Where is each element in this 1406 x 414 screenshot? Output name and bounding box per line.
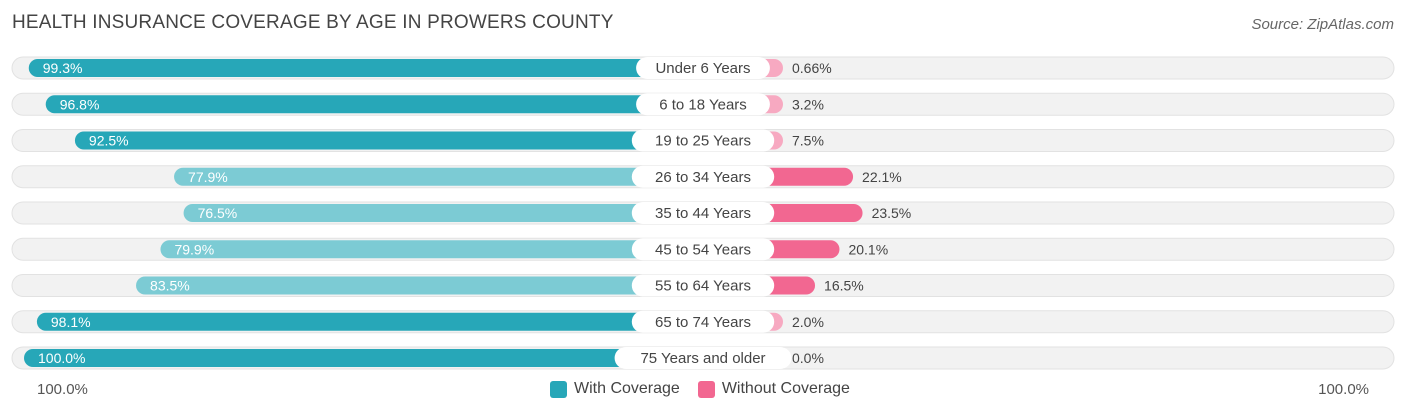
bar-with-coverage (24, 349, 703, 367)
bar-with-coverage (160, 240, 703, 259)
bar-with-coverage (136, 276, 703, 295)
value-label-with-coverage: 79.9% (174, 241, 214, 257)
value-label-with-coverage: 92.5% (89, 133, 129, 149)
bar-with-coverage (45, 95, 703, 114)
value-label-with-coverage: 96.8% (60, 96, 100, 112)
category-pill (636, 93, 770, 116)
legend-item-with-coverage: With Coverage (550, 380, 680, 398)
category-label: Under 6 Years (655, 60, 750, 77)
category-label: 26 to 34 Years (655, 169, 751, 186)
value-label-without-coverage: 23.5% (872, 205, 912, 221)
category-label: 45 to 54 Years (655, 241, 751, 258)
category-label: 19 to 25 Years (655, 133, 751, 150)
category-pill (631, 165, 775, 188)
legend: With Coverage Without Coverage (550, 380, 868, 398)
category-pill (614, 347, 792, 369)
value-label-without-coverage: 22.1% (862, 169, 902, 185)
value-label-without-coverage: 0.66% (792, 60, 832, 76)
source-label: Source: ZipAtlas.com (1251, 16, 1394, 33)
value-label-with-coverage: 77.9% (188, 169, 228, 185)
category-pill (631, 202, 775, 224)
legend-item-without-coverage: Without Coverage (697, 380, 850, 398)
category-label: 55 to 64 Years (655, 278, 751, 295)
category-pill (631, 274, 775, 297)
axis-left-label: 100.0% (37, 381, 88, 398)
axis-right-label: 100.0% (1318, 381, 1369, 398)
bar-with-coverage (36, 312, 703, 331)
category-pill (636, 57, 770, 79)
legend-label-with-coverage: With Coverage (574, 380, 680, 397)
bar-with-coverage (174, 167, 703, 186)
value-label-without-coverage: 3.2% (792, 96, 824, 112)
value-label-without-coverage: 20.1% (848, 241, 888, 257)
legend-swatch-without-coverage (697, 380, 715, 398)
category-label: 6 to 18 Years (659, 96, 747, 113)
value-label-with-coverage: 76.5% (198, 205, 238, 221)
value-label-with-coverage: 83.5% (150, 278, 190, 294)
value-label-without-coverage: 2.0% (792, 314, 824, 330)
bar-with-coverage (183, 204, 703, 222)
value-label-without-coverage: 16.5% (824, 278, 864, 294)
value-label-without-coverage: 7.5% (792, 133, 824, 149)
category-label: 35 to 44 Years (655, 205, 751, 222)
bar-with-coverage (74, 131, 704, 150)
category-pill (631, 238, 775, 261)
bar-with-coverage (28, 59, 704, 77)
category-label: 75 Years and older (640, 350, 765, 367)
category-pill (631, 310, 775, 333)
legend-label-without-coverage: Without Coverage (721, 380, 850, 397)
value-label-with-coverage: 100.0% (38, 350, 85, 366)
category-label: 65 to 74 Years (655, 314, 751, 331)
value-label-with-coverage: 99.3% (43, 60, 83, 76)
value-label-without-coverage: 0.0% (792, 350, 824, 366)
legend-swatch-with-coverage (550, 380, 567, 398)
value-label-with-coverage: 98.1% (51, 314, 91, 330)
chart-title: HEALTH INSURANCE COVERAGE BY AGE IN PROW… (12, 12, 614, 33)
category-pill (631, 129, 775, 152)
